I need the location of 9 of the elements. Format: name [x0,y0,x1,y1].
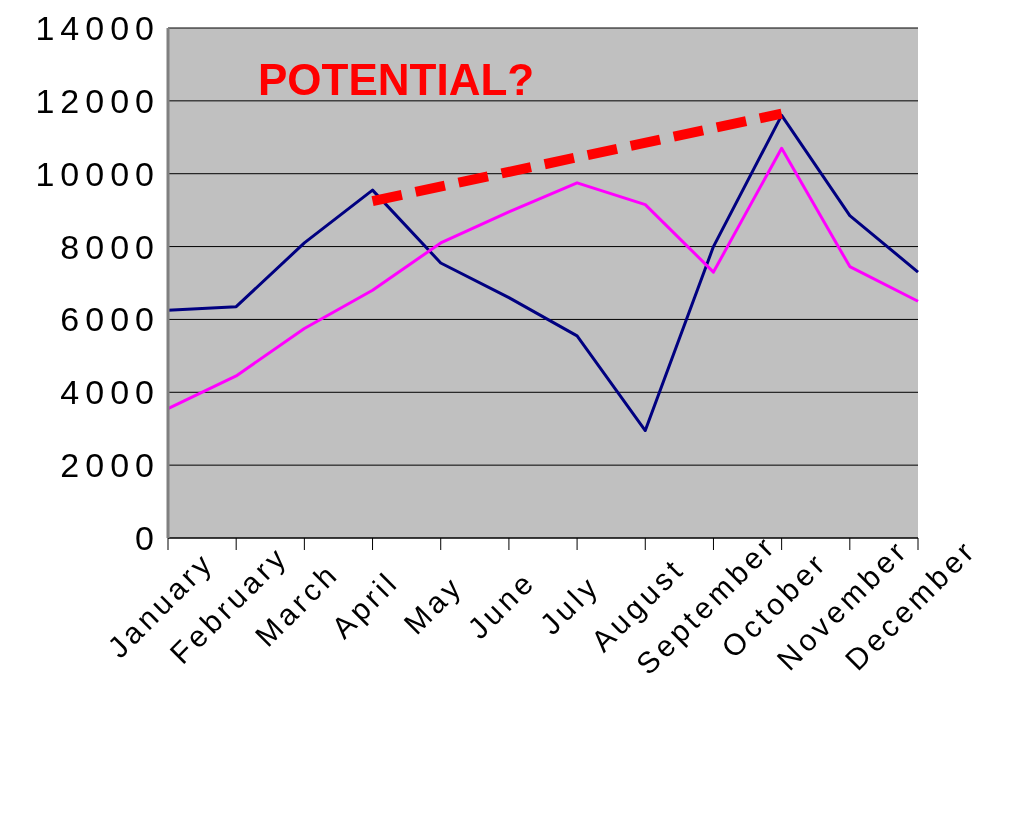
y-tick-label: 8000 [60,227,160,266]
y-tick-label: 0 [135,519,160,558]
y-tick-label: 2000 [60,446,160,485]
y-tick-label: 10000 [35,154,160,193]
y-tick-label: 12000 [35,81,160,120]
annotation: POTENTIAL? [258,55,535,104]
y-tick-label: 14000 [35,9,160,48]
y-tick-label: 6000 [60,300,160,339]
y-tick-label: 4000 [60,373,160,412]
